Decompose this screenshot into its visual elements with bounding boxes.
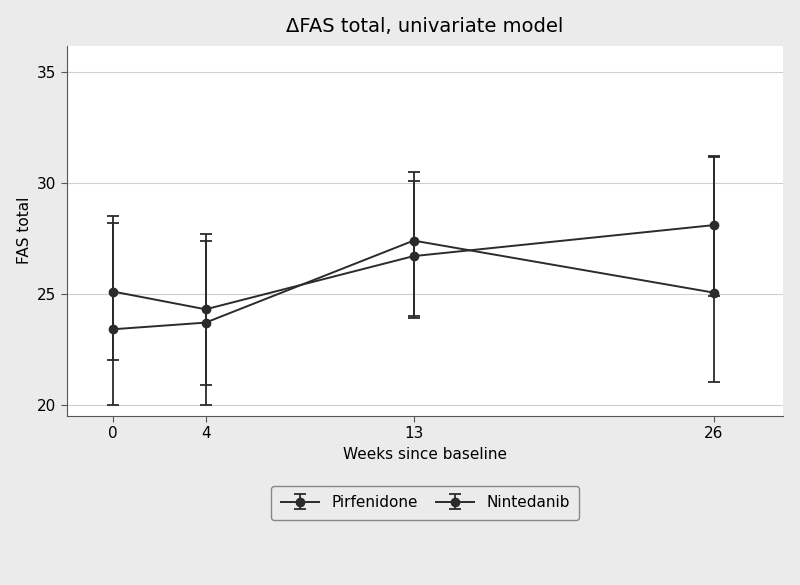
Y-axis label: FAS total: FAS total [17,197,32,264]
X-axis label: Weeks since baseline: Weeks since baseline [343,447,507,462]
Legend: Pirfenidone, Nintedanib: Pirfenidone, Nintedanib [271,486,579,519]
Title: ΔFAS total, univariate model: ΔFAS total, univariate model [286,16,564,36]
